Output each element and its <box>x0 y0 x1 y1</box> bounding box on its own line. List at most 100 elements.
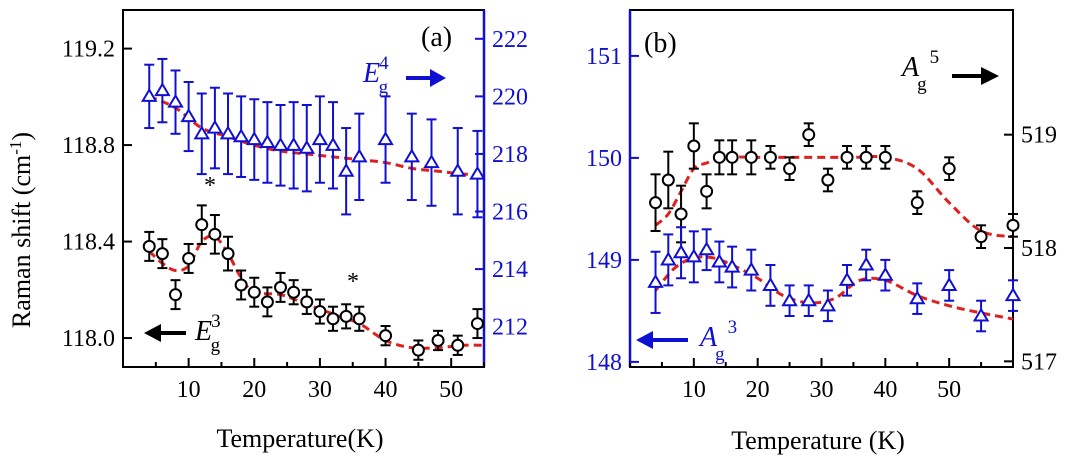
panel-b-frame <box>629 9 1014 368</box>
data-point <box>285 101 302 190</box>
data-point <box>260 286 274 318</box>
circle-marker <box>274 280 288 294</box>
triangle-marker <box>698 241 715 256</box>
data-point <box>1006 213 1020 238</box>
data-point <box>660 233 677 287</box>
data-point <box>272 104 289 187</box>
eg4-annotation: E4 g <box>362 53 446 98</box>
data-point <box>274 271 288 303</box>
circle-marker <box>712 150 726 164</box>
circle-marker <box>1006 218 1020 232</box>
data-point <box>940 269 958 302</box>
triangle-marker <box>232 128 250 143</box>
data-point <box>743 248 760 292</box>
panel-b-x-ticks: 10 20 30 40 50 <box>629 358 1014 403</box>
panel-a-right-ticks: 212 214 216 218 220 222 <box>475 27 528 341</box>
triangle-marker <box>672 244 690 259</box>
data-point <box>672 226 690 280</box>
asterisk-annotation-2: * <box>347 269 359 295</box>
data-point <box>838 264 856 297</box>
data-point <box>763 145 777 170</box>
data-point <box>451 334 465 356</box>
x-tick-label: 40 <box>374 377 398 403</box>
panel-b-data-points <box>647 122 1022 333</box>
triangle-marker <box>324 136 342 151</box>
triangle-marker <box>1004 287 1022 302</box>
data-point <box>182 242 196 274</box>
data-point <box>877 258 894 292</box>
left-tick-label: 148 <box>586 350 622 376</box>
circle-marker <box>142 239 156 253</box>
data-point <box>155 238 169 270</box>
eg4-label: E4 g <box>362 53 389 98</box>
triangle-marker <box>723 258 741 273</box>
triangle-marker <box>685 248 703 263</box>
data-point <box>698 228 715 272</box>
right-tick-label: 214 <box>492 257 528 283</box>
right-tick-label: 519 <box>1021 123 1057 149</box>
triangle-marker <box>154 82 171 97</box>
data-point <box>725 139 739 176</box>
fit-curve-Ag5 <box>654 155 1014 239</box>
panel-b-label: (b) <box>644 28 677 59</box>
data-point <box>423 118 440 207</box>
data-point <box>167 69 184 135</box>
data-point <box>313 298 327 325</box>
circle-marker <box>840 150 854 164</box>
triangle-marker <box>877 266 894 281</box>
circle-marker <box>195 218 209 232</box>
x-tick-label: 10 <box>177 377 201 403</box>
circle-marker <box>379 329 393 343</box>
circle-marker <box>649 196 663 210</box>
circle-marker <box>470 317 484 331</box>
circle-marker <box>802 128 816 142</box>
left-tick-label: 150 <box>586 146 622 172</box>
circle-marker <box>260 295 274 309</box>
circle-marker <box>247 285 261 299</box>
triangle-marker <box>781 292 798 307</box>
circle-marker <box>182 251 196 265</box>
circle-marker <box>208 227 222 241</box>
triangle-marker <box>647 273 664 288</box>
right-tick-label: 518 <box>1021 236 1057 262</box>
data-point <box>246 98 263 181</box>
x-tick-label: 50 <box>937 377 961 403</box>
triangle-marker <box>711 253 728 268</box>
left-tick-label: 151 <box>586 44 622 70</box>
data-point <box>909 282 926 315</box>
right-tick-label: 212 <box>492 315 528 341</box>
data-point <box>762 264 779 307</box>
data-point <box>311 95 329 184</box>
left-tick-label: 119.2 <box>62 37 115 63</box>
data-point <box>859 145 873 170</box>
right-tick-label: 222 <box>492 27 528 53</box>
data-point <box>221 235 235 272</box>
circle-marker <box>878 150 892 164</box>
data-point <box>324 101 342 190</box>
triangle-marker <box>449 162 466 177</box>
circle-marker <box>910 196 924 210</box>
circle-marker <box>451 338 465 352</box>
data-point <box>195 204 209 245</box>
x-tick-label: 20 <box>242 377 266 403</box>
circle-marker <box>234 278 248 292</box>
data-point <box>403 112 421 202</box>
data-point <box>972 299 990 333</box>
circle-marker <box>783 162 797 176</box>
right-tick-label: 218 <box>492 142 528 168</box>
fit-curve-Ag3 <box>654 255 1014 321</box>
data-point <box>449 127 466 216</box>
circle-marker <box>725 150 739 164</box>
data-point <box>878 145 892 170</box>
data-point <box>411 339 425 361</box>
circle-marker <box>300 295 314 309</box>
circle-marker <box>661 173 675 187</box>
data-point <box>206 86 224 170</box>
data-point <box>232 95 250 178</box>
circle-marker <box>763 150 777 164</box>
data-point <box>326 305 340 332</box>
eg3-label: E3 g <box>194 311 221 356</box>
